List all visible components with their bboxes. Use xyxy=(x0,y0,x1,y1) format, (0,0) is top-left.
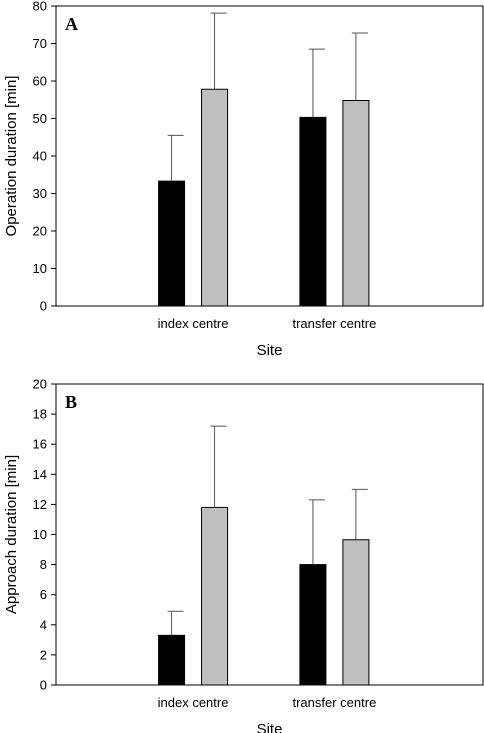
y-tick-label: 14 xyxy=(33,467,47,482)
panel-label: B xyxy=(65,392,77,412)
panel-label: A xyxy=(65,14,78,34)
y-tick-label: 0 xyxy=(40,299,47,314)
y-tick-label: 20 xyxy=(33,377,47,392)
y-tick-label: 80 xyxy=(33,0,47,14)
x-tick-label: transfer centre xyxy=(292,695,376,710)
bar xyxy=(201,88,229,307)
x-tick-label: index centre xyxy=(158,316,229,331)
plot-frame xyxy=(55,5,484,307)
y-tick-label: 40 xyxy=(33,149,47,164)
x-axis-title: Site xyxy=(257,721,283,733)
y-tick-label: 60 xyxy=(33,74,47,89)
y-axis-title: Operation duration [min] xyxy=(3,76,20,237)
bar xyxy=(342,539,370,686)
y-tick-label: 12 xyxy=(33,497,47,512)
x-axis-title: Site xyxy=(257,342,283,359)
y-tick-label: 4 xyxy=(40,617,47,632)
y-tick-label: 10 xyxy=(33,527,47,542)
y-tick-label: 30 xyxy=(33,186,47,201)
plot-frame xyxy=(55,383,484,686)
y-tick-label: 0 xyxy=(40,678,47,693)
bar xyxy=(158,180,186,307)
y-tick-label: 18 xyxy=(33,407,47,422)
x-tick-label: index centre xyxy=(158,695,229,710)
x-tick-label: transfer centre xyxy=(292,316,376,331)
y-axis-title: Approach duration [min] xyxy=(3,455,20,614)
panel-b: B Approach duration [min] Site 0 2 4 6 8 10 12… xyxy=(3,377,484,733)
y-tick-label: 2 xyxy=(40,647,47,662)
bar xyxy=(342,100,370,307)
y-tick-label: 8 xyxy=(40,557,47,572)
bar xyxy=(158,634,186,686)
bar xyxy=(299,564,327,686)
y-tick-label: 70 xyxy=(33,36,47,51)
y-tick-label: 10 xyxy=(33,261,47,276)
bar xyxy=(201,506,229,686)
y-tick-label: 16 xyxy=(33,437,47,452)
panel-a: A Operation duration [min] Site 0 10 20 30 4… xyxy=(3,0,484,359)
bar xyxy=(299,116,327,307)
y-tick-label: 50 xyxy=(33,111,47,126)
y-tick-label: 6 xyxy=(40,587,47,602)
y-tick-label: 20 xyxy=(33,224,47,239)
